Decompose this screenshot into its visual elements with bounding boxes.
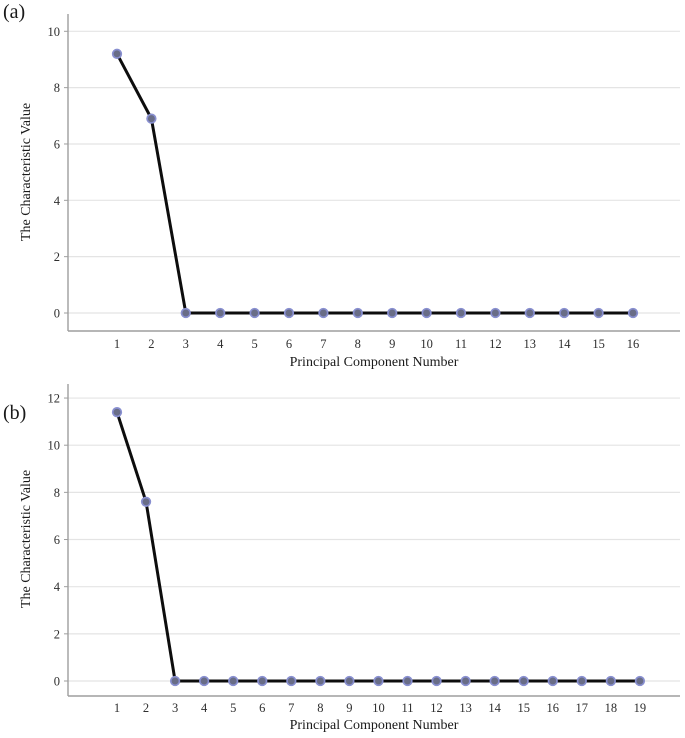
data-point-1: [111, 407, 123, 418]
xtick-label-12: 12: [489, 337, 502, 351]
data-point-16: [627, 307, 639, 319]
scree-line: [115, 410, 642, 683]
data-point-7: [318, 307, 329, 319]
ytick-label-6: 6: [54, 137, 60, 151]
ytick-label-8: 8: [54, 486, 60, 500]
data-point-19: [634, 675, 646, 687]
xtick-label-7: 7: [320, 337, 326, 351]
data-point-18: [605, 675, 616, 687]
ytick-label-2: 2: [54, 250, 60, 264]
data-point-15: [593, 307, 604, 319]
data-point-4: [198, 675, 210, 687]
xtick-label-4: 4: [201, 701, 208, 715]
xtick-label-9: 9: [346, 701, 352, 715]
ytick-label-10: 10: [48, 25, 61, 39]
xtick-label-14: 14: [488, 701, 501, 715]
y-axis-title: The Characteristic Value: [19, 470, 34, 608]
data-point-17: [576, 675, 587, 687]
data-point-2: [140, 496, 152, 507]
data-point-6: [283, 307, 295, 319]
data-point-9: [344, 675, 355, 687]
data-point-3: [180, 307, 191, 319]
data-point-6: [257, 675, 268, 687]
x-axis-title: Principal Component Number: [290, 355, 459, 369]
data-point-5: [249, 307, 260, 319]
data-point-16: [547, 675, 558, 687]
xtick-label-16: 16: [627, 337, 640, 351]
data-point-14: [489, 675, 500, 687]
xtick-label-10: 10: [372, 701, 385, 715]
xtick-label-11: 11: [401, 701, 413, 715]
data-point-13: [460, 675, 471, 687]
ytick-label-0: 0: [54, 675, 60, 689]
xtick-label-8: 8: [317, 701, 323, 715]
xtick-label-12: 12: [430, 701, 443, 715]
ytick-label-6: 6: [54, 533, 60, 547]
data-point-14: [559, 307, 570, 319]
data-point-9: [387, 307, 398, 319]
ytick-label-4: 4: [54, 580, 61, 594]
xtick-label-19: 19: [634, 701, 647, 715]
data-point-13: [524, 307, 535, 319]
data-point-4: [215, 307, 226, 319]
xtick-label-13: 13: [459, 701, 472, 715]
ytick-label-2: 2: [54, 627, 60, 641]
ytick-label-4: 4: [54, 194, 61, 208]
xtick-label-9: 9: [389, 337, 395, 351]
y-axis-title: The Characteristic Value: [19, 103, 34, 241]
xtick-label-10: 10: [420, 337, 433, 351]
panel-a: (a) 0 2 4 6 8 10 1 2 3 4 5 6 7 8 9 10 11 12 13 14 15 16 Princi…: [3, 1, 680, 369]
xtick-label-13: 13: [524, 337, 537, 351]
xtick-label-2: 2: [148, 337, 154, 351]
data-point-5: [228, 675, 239, 687]
ytick-label-12: 12: [48, 392, 61, 406]
panel-b: (b) 0 2 4 6 8 10 12 1 2 3 4 5 6 7 8 9 10 11 12 13 14 15 16 17 18…: [0, 369, 685, 738]
ytick-label-10: 10: [48, 439, 61, 453]
data-point-8: [352, 307, 363, 319]
xtick-label-1: 1: [114, 337, 120, 351]
data-point-11: [455, 307, 467, 319]
xtick-label-16: 16: [547, 701, 560, 715]
xtick-label-6: 6: [259, 701, 265, 715]
xtick-label-3: 3: [183, 337, 189, 351]
ytick-label-8: 8: [54, 81, 60, 95]
xtick-label-4: 4: [217, 337, 224, 351]
data-point-10: [373, 675, 384, 687]
xtick-label-15: 15: [592, 337, 605, 351]
xtick-label-7: 7: [288, 701, 294, 715]
ytick-label-0: 0: [54, 307, 60, 321]
xtick-label-1: 1: [114, 701, 120, 715]
data-point-1: [111, 48, 123, 59]
data-point-12: [431, 675, 442, 687]
data-point-11: [402, 675, 413, 687]
xtick-label-5: 5: [251, 337, 257, 351]
xtick-label-8: 8: [355, 337, 361, 351]
data-point-8: [315, 675, 326, 687]
data-point-7: [286, 675, 297, 687]
x-axis-title: Principal Component Number: [290, 718, 459, 733]
xtick-label-15: 15: [517, 701, 530, 715]
xtick-label-2: 2: [143, 701, 149, 715]
data-point-10: [421, 307, 432, 319]
scree-line: [115, 52, 635, 315]
xtick-label-18: 18: [605, 701, 618, 715]
xtick-label-14: 14: [558, 337, 571, 351]
data-point-2: [146, 113, 157, 124]
panel-b-label: (b): [3, 402, 27, 424]
xtick-label-6: 6: [286, 337, 292, 351]
xtick-label-11: 11: [455, 337, 467, 351]
panel-a-label: (a): [3, 1, 26, 23]
xtick-label-5: 5: [230, 701, 236, 715]
data-point-3: [169, 675, 181, 687]
xtick-label-3: 3: [172, 701, 178, 715]
data-point-15: [518, 675, 529, 687]
data-point-12: [490, 307, 501, 319]
xtick-label-17: 17: [576, 701, 589, 715]
